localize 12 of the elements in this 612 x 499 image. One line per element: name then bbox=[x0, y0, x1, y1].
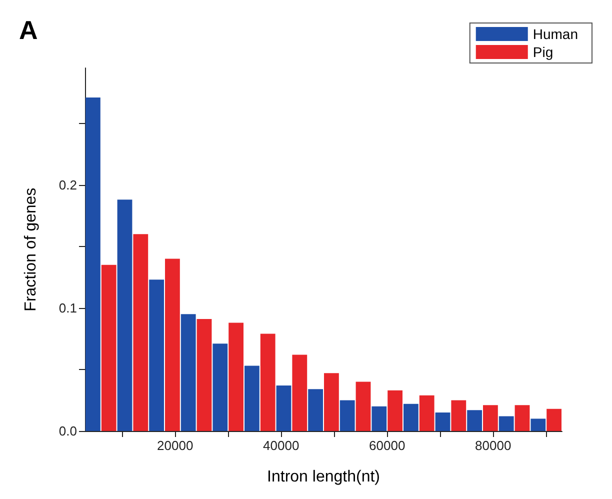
legend-label: Human bbox=[532, 26, 578, 42]
y-tick-label: 0.1 bbox=[58, 300, 77, 316]
x-tick-label: 40000 bbox=[263, 438, 300, 453]
chart-title: A bbox=[19, 15, 38, 45]
x-axis-title: Intron length(nt) bbox=[267, 468, 380, 486]
legend-label: Pig bbox=[532, 44, 554, 60]
x-tick-label: 60000 bbox=[369, 438, 406, 453]
x-tick-label: 20000 bbox=[157, 438, 194, 453]
y-axis-title: Fraction of genes bbox=[22, 188, 40, 312]
y-tick-label: 0.2 bbox=[58, 177, 77, 192]
x-tick-label: 80000 bbox=[475, 438, 512, 453]
y-tick-label: 0.0 bbox=[58, 424, 77, 438]
